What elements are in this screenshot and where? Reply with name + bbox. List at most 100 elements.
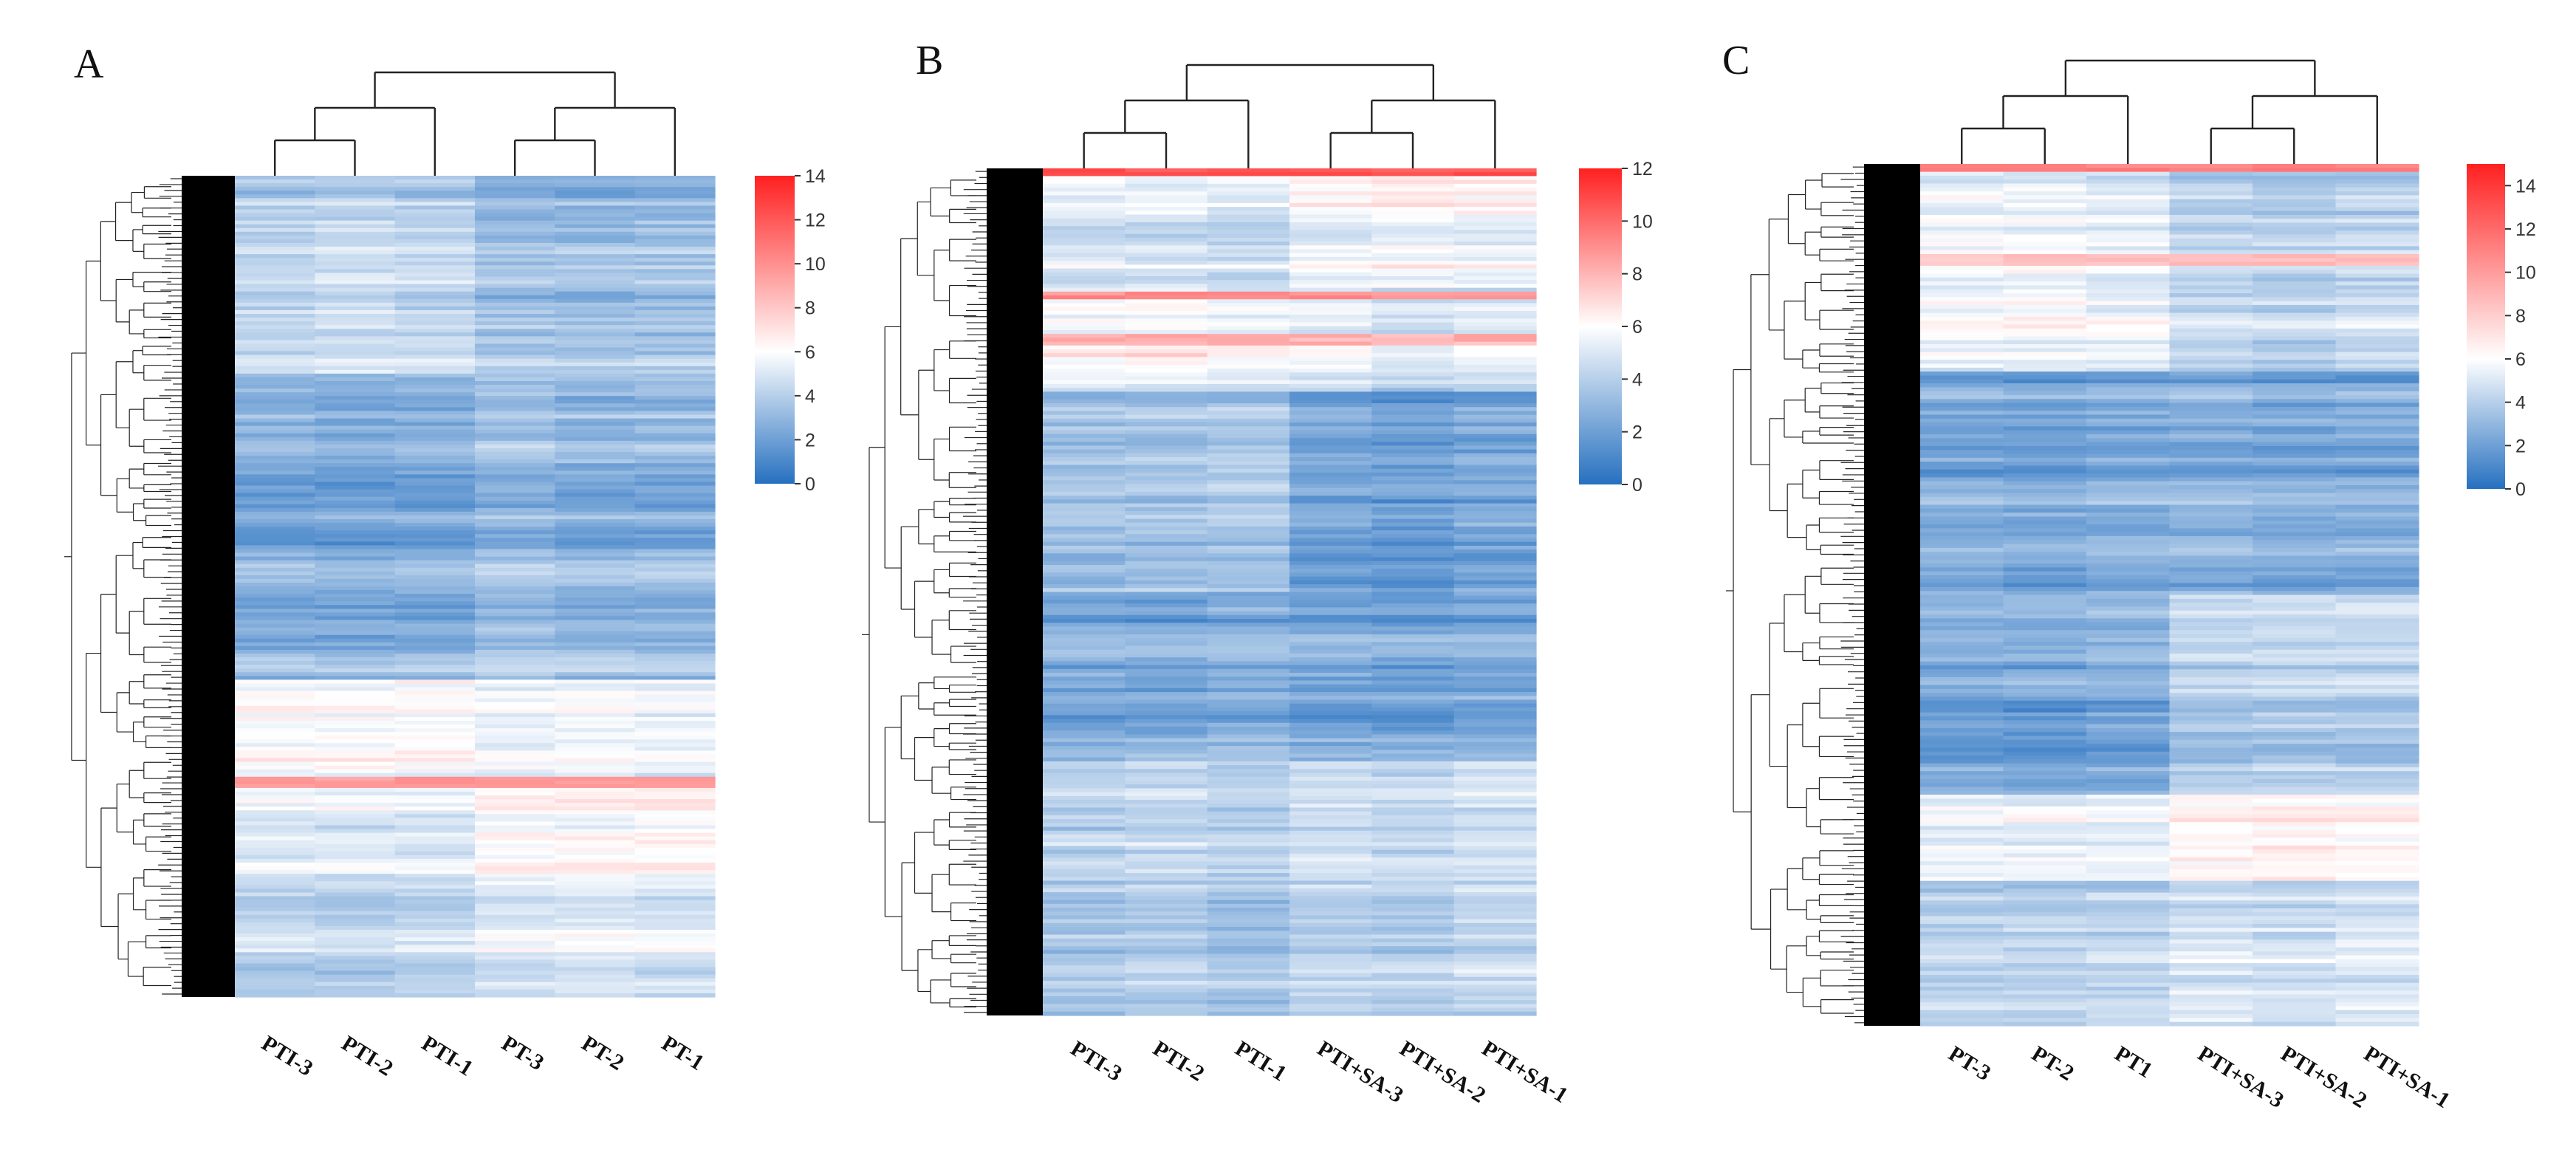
heatmap-cell: [2335, 712, 2419, 717]
heatmap-cell: [315, 541, 396, 546]
heatmap-cell: [1289, 565, 1372, 569]
column-label: PTI+SA-1: [2360, 1041, 2454, 1113]
heatmap-cell: [2169, 591, 2253, 596]
heatmap-cell: [1453, 322, 1537, 327]
heatmap-cell: [1371, 218, 1455, 223]
heatmap-cell: [1125, 946, 1208, 950]
heatmap-cell: [235, 198, 315, 202]
heatmap-cell: [2003, 591, 2087, 596]
heatmap-cell: [1289, 388, 1372, 392]
heatmap-cell: [1371, 511, 1455, 515]
heatmap-cell: [1125, 984, 1208, 990]
heatmap-cell: [634, 354, 716, 360]
heatmap-cell: [555, 787, 636, 792]
heatmap-cell: [2169, 645, 2253, 651]
heatmap-cell: [315, 679, 396, 685]
heatmap-cell: [1453, 572, 1537, 578]
heatmap-cell: [1289, 715, 1372, 720]
heatmap-cell: [1043, 318, 1126, 323]
heatmap-cell: [235, 601, 315, 606]
heatmap-cell: [1125, 877, 1208, 882]
heatmap-cell: [634, 306, 716, 311]
heatmap-cell: [555, 496, 636, 501]
heatmap-cell: [1043, 965, 1126, 970]
heatmap-cell: [1289, 680, 1372, 685]
heatmap-cell: [394, 907, 476, 912]
heatmap-cell: [2003, 857, 2087, 862]
heatmap-cell: [634, 444, 716, 449]
heatmap-cell: [1371, 341, 1455, 346]
heatmap-cell: [1920, 481, 2004, 486]
heatmap-cell: [1043, 437, 1126, 442]
heatmap-cell: [475, 176, 555, 180]
heatmap-cell: [1371, 981, 1455, 985]
heatmap-cell: [1207, 306, 1290, 312]
heatmap-cell: [475, 956, 555, 961]
heatmap-cell: [1289, 457, 1372, 462]
heatmap-cell: [2003, 598, 2087, 603]
heatmap-cell: [2169, 179, 2253, 185]
heatmap-cell: [394, 874, 476, 878]
heatmap-cell: [2086, 814, 2171, 819]
heatmap-cell: [2335, 171, 2419, 177]
heatmap-cell: [2335, 422, 2419, 427]
heatmap-cell: [2169, 547, 2253, 552]
heatmap-cell: [2086, 908, 2171, 913]
heatmap-cell: [315, 623, 396, 628]
heatmap-cell: [315, 698, 396, 703]
heatmap-cell: [2003, 712, 2087, 717]
heatmap-cell: [235, 511, 315, 516]
heatmap-cell: [2003, 222, 2087, 227]
heatmap-cell: [555, 825, 636, 830]
heatmap-cell: [1207, 230, 1290, 235]
heatmap-cell: [315, 295, 396, 300]
heatmap-cell: [1125, 849, 1208, 854]
heatmap-cell: [1125, 222, 1208, 227]
heatmap-cell: [1371, 976, 1455, 981]
heatmap-cell: [235, 377, 315, 382]
heatmap-cell: [1289, 668, 1372, 674]
heatmap-cell: [2253, 654, 2337, 658]
heatmap-cell: [2335, 810, 2419, 815]
color-scale-tick-label: 2: [1632, 422, 1642, 443]
heatmap-cell: [235, 631, 315, 636]
heatmap-cell: [394, 963, 476, 968]
heatmap-cell: [315, 892, 396, 897]
heatmap-cell: [555, 668, 636, 673]
heatmap-cell: [1043, 306, 1126, 312]
heatmap-cell: [394, 803, 476, 807]
heatmap-cell: [2169, 688, 2253, 693]
heatmap-cell: [2335, 888, 2419, 894]
heatmap-cell: [1920, 955, 2004, 960]
heatmap-cell: [2253, 943, 2337, 948]
heatmap-cell: [235, 623, 315, 628]
heatmap-cell: [2003, 336, 2087, 341]
heatmap-cell: [1453, 380, 1537, 385]
heatmap-cell: [2335, 885, 2419, 889]
heatmap-cell: [2169, 845, 2253, 850]
heatmap-cell: [1920, 426, 2004, 431]
heatmap-cell: [475, 515, 555, 520]
heatmap-cell: [634, 780, 716, 785]
heatmap-cell: [2086, 919, 2171, 925]
heatmap-cell: [2003, 693, 2087, 698]
heatmap-cell: [2086, 438, 2171, 443]
heatmap-cell: [1371, 638, 1455, 643]
heatmap-cell: [235, 907, 315, 912]
heatmap-cell: [1207, 792, 1290, 797]
heatmap-cell: [1453, 218, 1537, 223]
heatmap-cell: [555, 194, 636, 199]
heatmap-cell: [235, 874, 315, 878]
heatmap-cell: [2335, 277, 2419, 282]
heatmap-cell: [2003, 254, 2087, 258]
heatmap-cell: [2086, 571, 2171, 576]
heatmap-cell: [394, 634, 476, 640]
heatmap-cell: [2169, 442, 2253, 447]
heatmap-cell: [1125, 611, 1208, 616]
heatmap-cell: [315, 885, 396, 890]
heatmap-cell: [235, 758, 315, 763]
heatmap-cell: [1125, 268, 1208, 273]
heatmap-cell: [475, 620, 555, 625]
heatmap-cell: [1289, 191, 1372, 196]
heatmap-cell: [1207, 880, 1290, 885]
